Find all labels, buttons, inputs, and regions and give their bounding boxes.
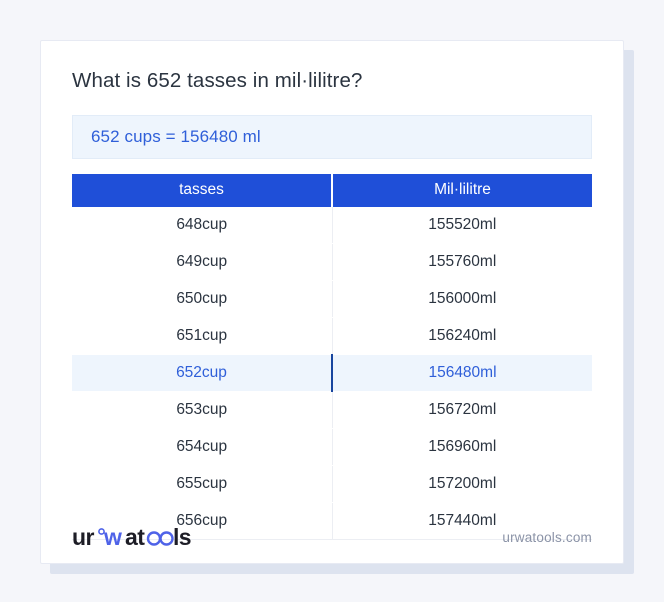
svg-text:ur: ur [72,524,94,550]
table-cell-tasses: 655cup [72,465,333,503]
table-row[interactable]: 655cup 157200ml [72,465,592,503]
table-cell-tasses: 653cup [72,391,333,429]
card-content: What is 652 tasses in mil·lilitre? 652 c… [41,41,623,540]
table-cell-millilitre: 157440ml [332,502,592,540]
table-row[interactable]: 653cup 156720ml [72,391,592,429]
card-footer: ur w at ls urwatools.com [41,517,623,563]
conversion-table: tasses Mil·lilitre 648cup 155520ml 649cup 1… [72,173,592,540]
urwatools-logo[interactable]: ur w at ls [72,524,200,550]
result-banner: 652 cups = 156480 ml [72,114,592,159]
column-header-millilitre: Mil·lilitre [332,173,592,207]
table-cell-millilitre: 156960ml [332,428,592,466]
table-cell-millilitre: 155760ml [332,243,592,281]
table-cell-millilitre: 156480ml [332,354,592,392]
urwatools-logo-mark: ur w at ls [72,524,192,550]
table-cell-millilitre: 156000ml [332,280,592,318]
table-cell-tasses: 656cup [72,502,333,540]
table-row[interactable]: 648cup 155520ml [72,206,592,244]
svg-text:ls: ls [173,524,191,550]
table-row[interactable]: 654cup 156960ml [72,428,592,466]
table-cell-millilitre: 156240ml [332,317,592,355]
table-body: 648cup 155520ml 649cup 155760ml 650cup 156000… [72,206,592,540]
table-cell-tasses: 651cup [72,317,333,355]
table-row[interactable]: 650cup 156000ml [72,280,592,318]
svg-text:w: w [103,524,122,550]
table-row[interactable]: 651cup 156240ml [72,317,592,355]
svg-text:at: at [125,524,145,550]
conversion-card: What is 652 tasses in mil·lilitre? 652 c… [40,40,624,564]
table-header-row: tasses Mil·lilitre [72,173,592,207]
table-cell-tasses: 650cup [72,280,333,318]
table-cell-millilitre: 155520ml [332,206,592,244]
table-cell-tasses: 652cup [72,354,333,392]
table-cell-tasses: 648cup [72,206,333,244]
table-row[interactable]: 656cup 157440ml [72,502,592,540]
table-cell-millilitre: 157200ml [332,465,592,503]
table-cell-tasses: 654cup [72,428,333,466]
table-cell-tasses: 649cup [72,243,333,281]
watermark-domain: urwatools.com [502,529,592,545]
page-title: What is 652 tasses in mil·lilitre? [72,69,363,92]
table-row[interactable]: 649cup 155760ml [72,243,592,281]
table-row[interactable]: 652cup 156480ml [72,354,592,392]
table-head: tasses Mil·lilitre [72,173,592,207]
column-header-tasses: tasses [72,173,333,207]
result-banner-text: 652 cups = 156480 ml [91,126,261,146]
table-cell-millilitre: 156720ml [332,391,592,429]
